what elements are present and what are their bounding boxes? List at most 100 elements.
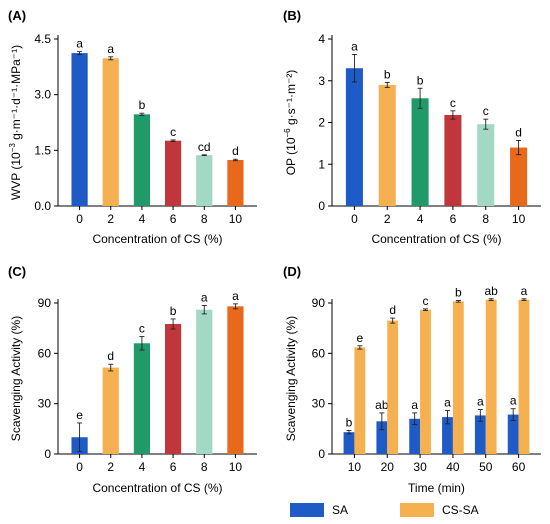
y-tick-label: 3 xyxy=(318,74,325,88)
significance-label: cd xyxy=(198,140,211,154)
bar xyxy=(444,114,462,206)
x-tick-label: 40 xyxy=(446,460,460,474)
bar xyxy=(378,84,396,206)
bar xyxy=(510,147,528,206)
y-tick-label: 1 xyxy=(318,157,325,171)
significance-label: a xyxy=(521,284,528,298)
legend-swatch xyxy=(290,503,324,517)
bar xyxy=(387,320,399,454)
significance-label: a xyxy=(201,291,208,305)
y-tick-label: 60 xyxy=(38,346,52,360)
bar xyxy=(227,159,244,206)
bar xyxy=(196,155,213,206)
x-tick-label: 4 xyxy=(139,460,146,474)
y-axis-title: Scavenging Activity (%) xyxy=(284,316,298,441)
x-tick-label: 2 xyxy=(384,212,391,226)
x-axis-title: Concentration of CS (%) xyxy=(371,232,501,246)
significance-label: a xyxy=(107,42,114,56)
x-tick-label: 8 xyxy=(201,212,208,226)
significance-label: e xyxy=(76,408,83,422)
significance-label: a xyxy=(510,394,517,408)
x-tick-label: 30 xyxy=(413,460,427,474)
significance-label: c xyxy=(139,322,145,336)
x-tick-label: 2 xyxy=(107,460,114,474)
y-axis-title: WVP (10−3 g·m⁻¹·d⁻¹·MPa⁻¹) xyxy=(8,45,23,200)
significance-label: a xyxy=(411,398,418,412)
y-tick-label: 4 xyxy=(318,32,325,46)
bar xyxy=(420,309,431,454)
bar xyxy=(474,415,486,454)
y-tick-label: 1.5 xyxy=(34,143,51,157)
x-axis-title: Concentration of CS (%) xyxy=(92,481,222,495)
bar xyxy=(102,58,119,207)
x-axis-title: Time (min) xyxy=(408,481,465,495)
bar xyxy=(477,124,495,206)
x-tick-label: 0 xyxy=(76,460,83,474)
significance-label: d xyxy=(515,125,522,139)
panel-label: (D) xyxy=(283,264,301,279)
panel-label: (B) xyxy=(283,8,301,23)
bar xyxy=(164,140,182,206)
bar xyxy=(71,53,88,207)
x-tick-label: 6 xyxy=(170,460,177,474)
x-tick-label: 20 xyxy=(381,460,395,474)
significance-label: a xyxy=(76,37,83,51)
x-tick-label: 10 xyxy=(348,460,362,474)
y-tick-label: 30 xyxy=(38,397,52,411)
panel-label: (A) xyxy=(8,8,26,23)
panel-c: 0 30 60 90 (C) Concentration of CS (%) Scaveng… xyxy=(8,264,257,495)
y-axis-title: Scavenging Activity (%) xyxy=(9,316,23,441)
panel-label: (C) xyxy=(8,264,26,279)
significance-label: a xyxy=(444,395,451,409)
y-tick-label: 0 xyxy=(318,447,325,461)
bar xyxy=(411,98,429,206)
bar xyxy=(343,432,355,454)
y-tick-label: 30 xyxy=(312,397,326,411)
significance-label: e xyxy=(356,331,363,345)
y-tick-label: 4.5 xyxy=(34,32,51,46)
significance-label: b xyxy=(455,285,462,299)
y-tick-label: 0 xyxy=(318,199,325,213)
significance-label: ab xyxy=(484,284,498,298)
x-tick-label: 8 xyxy=(482,212,489,226)
y-tick-label: 90 xyxy=(312,296,326,310)
bar xyxy=(133,114,151,206)
bar xyxy=(409,418,421,454)
x-tick-label: 10 xyxy=(229,212,243,226)
bar xyxy=(164,323,182,454)
significance-label: a xyxy=(351,39,358,53)
y-axis-title: OP (10−6 g·s⁻¹·m⁻²) xyxy=(283,70,298,176)
x-tick-label: 6 xyxy=(450,212,457,226)
bar xyxy=(227,306,244,454)
bar xyxy=(133,343,151,454)
significance-label: b xyxy=(170,304,177,318)
significance-label: b xyxy=(384,67,391,81)
significance-label: d xyxy=(107,349,114,363)
legend-label: SA xyxy=(332,503,348,517)
bar xyxy=(507,414,519,454)
legend-label: CS-SA xyxy=(442,503,479,517)
significance-label: b xyxy=(346,416,353,430)
y-tick-label: 3.0 xyxy=(34,88,51,102)
x-tick-label: 2 xyxy=(107,212,114,226)
y-tick-label: 0.0 xyxy=(34,199,51,213)
significance-label: c xyxy=(483,104,489,118)
panel-d: 0 30 60 90 (D) Time (min) Scavenging Activity … xyxy=(283,264,541,495)
bar xyxy=(102,367,119,454)
x-tick-label: 60 xyxy=(512,460,526,474)
x-axis-title: Concentration of CS (%) xyxy=(92,232,222,246)
significance-label: b xyxy=(417,73,424,87)
y-tick-label: 90 xyxy=(38,296,52,310)
significance-label: a xyxy=(232,289,239,303)
panel-b: 0 1 2 3 4 (B) Concentration of CS (%) OP (10−6 … xyxy=(283,8,541,246)
legend: SA CS-SA xyxy=(290,503,479,517)
bar xyxy=(376,421,388,454)
bar xyxy=(518,299,530,454)
x-tick-label: 6 xyxy=(170,212,177,226)
y-tick-label: 2 xyxy=(318,116,325,130)
panel-a: 0.0 1.5 3.0 4.5 (A) Concentration of CS (%) WV… xyxy=(8,8,257,246)
significance-label: ab xyxy=(375,398,389,412)
x-tick-label: 8 xyxy=(201,460,208,474)
significance-label: c xyxy=(423,294,429,308)
